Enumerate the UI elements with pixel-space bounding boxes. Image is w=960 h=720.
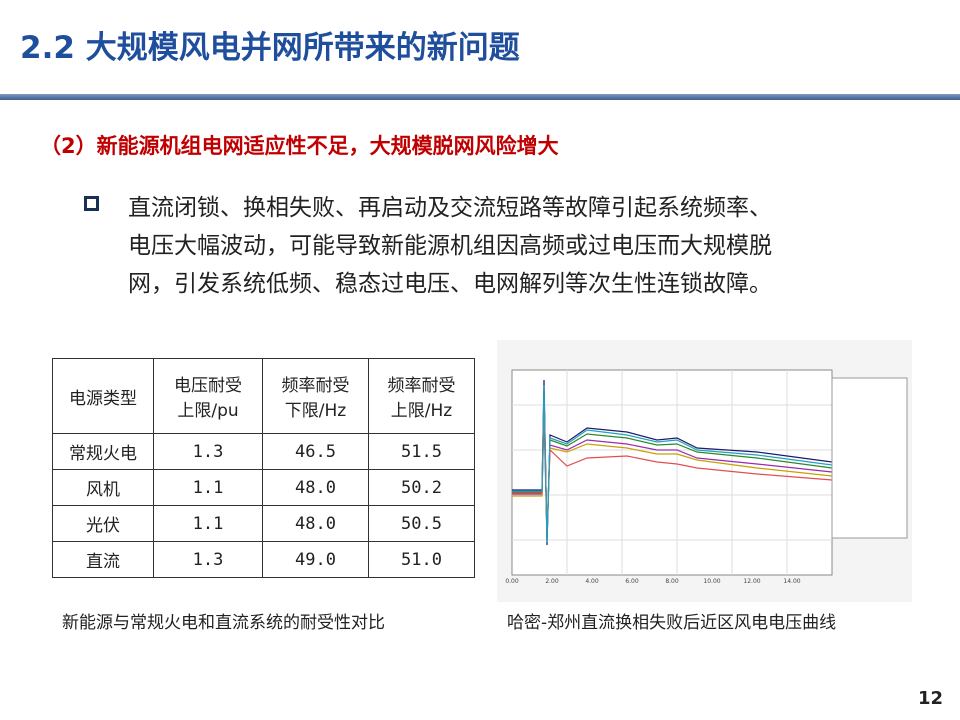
legend bbox=[831, 377, 908, 539]
waveforms bbox=[512, 379, 833, 546]
table-cell: 常规火电 bbox=[52, 433, 154, 470]
header-text: 上限/pu bbox=[177, 401, 239, 421]
x-tick-label: 12.00 bbox=[743, 578, 760, 585]
x-tick-label: 6.00 bbox=[625, 578, 639, 585]
plot-grid bbox=[512, 370, 832, 575]
header-text: 电源类型 bbox=[69, 388, 137, 409]
header-cell: 电压耐受上限/pu bbox=[153, 358, 263, 434]
bullet-line: 电压大幅波动，可能导致新能源机组因高频或过电压而大规模脱 bbox=[128, 233, 772, 259]
plot-area bbox=[511, 369, 833, 576]
table-row: 风机 1.1 48.0 50.2 bbox=[52, 469, 475, 506]
title-bar bbox=[0, 94, 960, 100]
table-row: 光伏 1.1 48.0 50.5 bbox=[52, 505, 475, 542]
table-cell: 直流 bbox=[52, 541, 154, 578]
table-header-row: 电源类型 电压耐受 上限/pu 频率耐受 下限/Hz 频率耐受 上限/Hz bbox=[52, 358, 475, 434]
header-text: 上限/Hz bbox=[390, 401, 453, 421]
table-cell: 1.3 bbox=[153, 541, 263, 578]
table-row: 直流 1.3 49.0 51.0 bbox=[52, 541, 475, 578]
figure-caption: 哈密-郑州直流换相失败后近区风电电压曲线 bbox=[507, 613, 837, 633]
header-cell: 频率耐受下限/Hz bbox=[262, 358, 369, 434]
table-cell: 49.0 bbox=[262, 541, 369, 578]
figure: 0.00 2.00 4.00 6.00 8.00 10.00 12.00 14.00 bbox=[497, 340, 912, 602]
subtitle: （2）新能源机组电网适应性不足，大规模脱网风险增大 bbox=[40, 134, 559, 158]
table-cell: 1.1 bbox=[153, 469, 263, 506]
title: 2.2 大规模风电并网所带来的新问题 bbox=[20, 30, 520, 66]
header-cell: 电源类型 bbox=[52, 358, 154, 434]
bullet-line: 直流闭锁、换相失败、再启动及交流短路等故障引起系统频率、 bbox=[128, 195, 772, 221]
table-cell: 48.0 bbox=[262, 469, 369, 506]
header-text: 频率耐受 bbox=[281, 376, 350, 396]
table-cell: 51.0 bbox=[368, 541, 475, 578]
x-tick-label: 8.00 bbox=[665, 578, 679, 585]
table-caption: 新能源与常规火电和直流系统的耐受性对比 bbox=[62, 613, 385, 633]
x-tick-label: 10.00 bbox=[703, 578, 720, 585]
table-cell: 风机 bbox=[52, 469, 154, 506]
page-number: 12 bbox=[918, 688, 944, 709]
header-text: 频率耐受 bbox=[387, 376, 456, 396]
table-cell: 1.1 bbox=[153, 505, 263, 542]
table-cell: 46.5 bbox=[262, 433, 369, 470]
table-cell: 48.0 bbox=[262, 505, 369, 542]
table-cell: 光伏 bbox=[52, 505, 154, 542]
table-cell: 50.2 bbox=[368, 469, 475, 506]
header-text: 下限/Hz bbox=[284, 401, 347, 421]
x-tick-label: 14.00 bbox=[783, 578, 800, 585]
table-row: 常规火电 1.3 46.5 51.5 bbox=[52, 433, 475, 470]
x-tick-label: 4.00 bbox=[585, 578, 599, 585]
bullet-icon bbox=[84, 196, 99, 211]
table: 电源类型 电压耐受 上限/pu 频率耐受 下限/Hz 频率耐受 上限/Hz 常规火电 1.3 46… bbox=[52, 358, 475, 578]
bullet-line: 网，引发系统低频、稳态过电压、电网解列等次生性连锁故障。 bbox=[128, 271, 772, 297]
header-cell: 频率耐受上限/Hz bbox=[368, 358, 475, 434]
table-cell: 51.5 bbox=[368, 433, 475, 470]
x-tick-label: 2.00 bbox=[545, 578, 559, 585]
table-cell: 50.5 bbox=[368, 505, 475, 542]
table-cell: 1.3 bbox=[153, 433, 263, 470]
x-tick-label: 0.00 bbox=[505, 578, 519, 585]
header-text: 电压耐受 bbox=[174, 376, 242, 396]
